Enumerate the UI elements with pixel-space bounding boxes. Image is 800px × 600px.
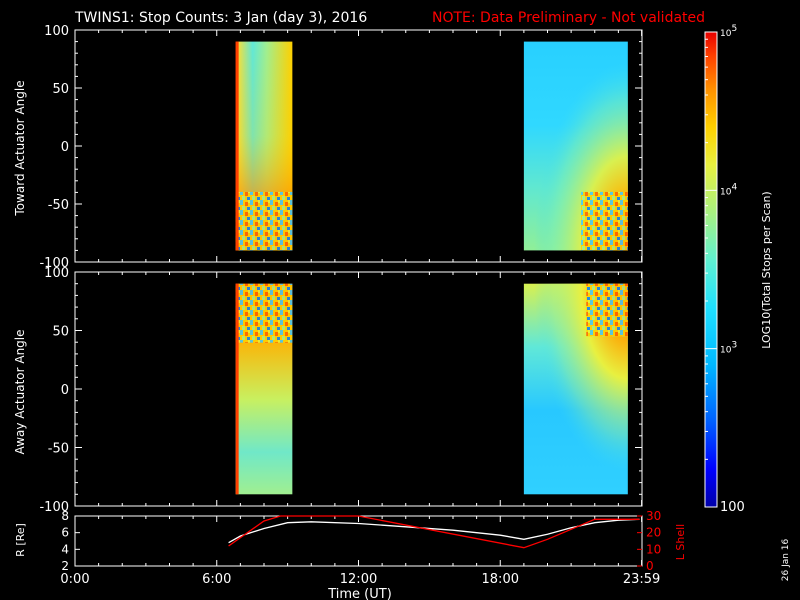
data-layer (235, 41, 628, 495)
middle-y-tick-label: -100 (39, 500, 69, 515)
middle-y-tick-label: 100 (44, 266, 69, 281)
top-y-tick-label: 0 (61, 140, 69, 155)
bottom-y-tick-label: 2 (61, 559, 69, 573)
chart-title: TWINS1: Stop Counts: 3 Jan (day 3), 2016 (74, 10, 367, 26)
l-shell-series-line (228, 515, 640, 549)
middle-y-tick-label: 0 (61, 383, 69, 398)
x-tick-label: 12:00 (340, 572, 377, 587)
colorbar-tick-label: 104 (720, 182, 737, 197)
line-layer (228, 515, 640, 549)
top-y-tick-label: 50 (52, 82, 69, 97)
top-noise-region (581, 191, 628, 251)
colorbar (704, 31, 718, 508)
bottom-panel-y2label: L Shell (674, 524, 687, 560)
colorbar-tick-label: 100 (720, 500, 745, 515)
x-tick-label: 0:00 (60, 572, 89, 587)
middle-noise-region (586, 283, 628, 337)
middle-y-tick-label: 50 (52, 325, 69, 340)
bottom-y-tick-label: 4 (61, 542, 69, 556)
bottom-y-tick-label: 6 (61, 526, 69, 540)
bottom-y2-tick-label: 20 (646, 526, 661, 540)
bottom-y2-tick-label: 10 (646, 542, 661, 556)
top-y-tick-label: 100 (44, 24, 69, 39)
middle-edge-stripe (235, 283, 239, 495)
top-panel-ylabel: Toward Actuator Angle (13, 80, 27, 216)
x-tick-label: 23:59 (623, 572, 660, 587)
middle-y-tick-label: -50 (48, 442, 69, 457)
bottom-panel-ylabel: R [Re] (14, 523, 27, 557)
middle-noise-region (235, 283, 293, 343)
colorbar-label: LOG10(Total Stops per Scan) (760, 191, 773, 348)
bottom-y2-tick-label: 0 (646, 559, 654, 573)
bottom-y2-tick-label: 30 (646, 509, 661, 523)
r-re-series-line (228, 518, 640, 544)
x-axis-label: Time (UT) (327, 587, 392, 600)
top-y-tick-label: -100 (39, 256, 69, 271)
x-tick-label: 18:00 (482, 572, 519, 587)
top-edge-stripe (235, 41, 239, 251)
middle-panel-ylabel: Away Actuator Angle (13, 329, 27, 454)
top-y-tick-label: -50 (48, 198, 69, 213)
colorbar-tick-label: 105 (720, 24, 737, 39)
colorbar-tick-label: 103 (720, 341, 737, 356)
preliminary-note: NOTE: Data Preliminary - Not validated (432, 10, 705, 26)
x-tick-label: 6:00 (202, 572, 231, 587)
date-stamp: 26 Jan 16 (781, 538, 791, 581)
top-noise-region (235, 191, 293, 251)
bottom-y-tick-label: 8 (61, 509, 69, 523)
